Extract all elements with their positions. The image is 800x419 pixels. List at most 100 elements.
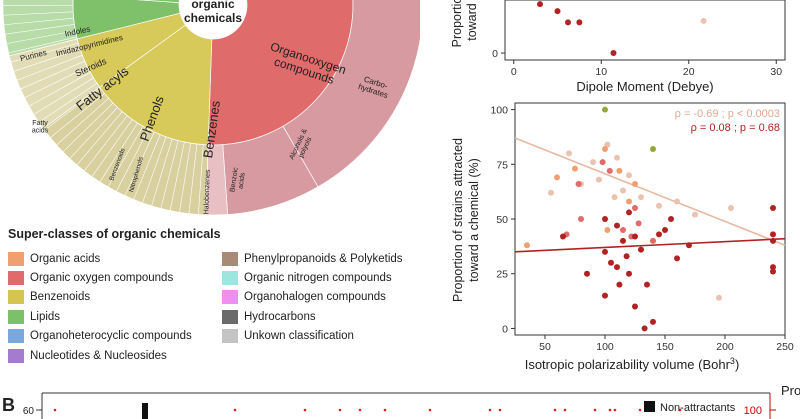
polar-point xyxy=(716,294,722,301)
dipole-plot-frame xyxy=(504,0,786,61)
polar-x-axis-label-text: Isotropic polarizability volume (Bohr xyxy=(525,357,731,372)
dipole-y-tick-label: 0 xyxy=(492,48,498,60)
dipole-point xyxy=(576,19,583,26)
wedge-separator xyxy=(116,129,149,192)
dipole-moment-chart: 0 10 20 30 0 Dipole Moment (Debye) Proporti… xyxy=(450,0,786,94)
polar-point xyxy=(656,202,662,209)
legend-item: Organic acids xyxy=(8,249,192,268)
panel-b-dot xyxy=(488,408,492,412)
polar-point xyxy=(604,141,611,148)
wedge-fatty-acids xyxy=(2,0,78,57)
polar-x-tick-label: 250 xyxy=(776,341,794,353)
legend-swatch xyxy=(8,348,24,363)
polar-point xyxy=(572,165,578,172)
polar-plot-frame xyxy=(514,102,786,336)
sunburst-wedges xyxy=(2,0,420,216)
legend-swatch xyxy=(222,329,238,344)
legend-swatch xyxy=(222,251,238,266)
wedge-separator xyxy=(133,134,161,200)
panel-b-dot xyxy=(678,408,682,412)
polar-point xyxy=(650,145,656,152)
polar-y-axis-label-line-1: Proportion of strains attracted xyxy=(451,138,465,302)
panel-b-dot xyxy=(638,408,642,412)
wedge-separator xyxy=(107,126,144,188)
legend-swatch xyxy=(222,271,238,286)
polar-point xyxy=(590,159,596,166)
wedge-carbohydrates xyxy=(282,0,420,188)
dipole-y-ticks: 0 xyxy=(492,48,505,60)
legend-item: Organic oxygen compounds xyxy=(8,268,192,287)
polar-x-ticks: 50 100 150 200 250 xyxy=(539,335,794,353)
polar-point xyxy=(611,194,618,201)
non-attractants-legend-swatch xyxy=(644,401,655,412)
center-label-line-1: organic xyxy=(191,0,235,11)
polar-point xyxy=(674,255,680,262)
center-label-line-2: chemicals xyxy=(184,11,242,25)
wedge-separator xyxy=(69,107,118,159)
polar-point xyxy=(620,187,626,194)
label-benzoic-acids-line: acids xyxy=(238,172,247,190)
legend-label: Nucleotides & Nucleosides xyxy=(30,349,167,362)
legend-label: Organic nitrogen compounds xyxy=(244,272,392,285)
polar-point xyxy=(599,159,606,166)
panel-b-bar xyxy=(142,403,148,419)
polar-point xyxy=(602,248,608,255)
legend-item: Organohalogen compounds xyxy=(222,288,403,307)
panel-b-dot xyxy=(608,408,612,412)
polar-point xyxy=(662,226,668,233)
polar-y-tick-label: 50 xyxy=(496,214,508,226)
panel-b-dot xyxy=(593,408,597,412)
legend-swatch xyxy=(8,329,24,344)
polar-x-tick-label: 50 xyxy=(539,341,551,353)
wedge-separator xyxy=(142,136,167,203)
polar-point xyxy=(578,216,584,222)
wedge-separator xyxy=(124,131,155,196)
dipole-x-tick-label: 10 xyxy=(595,66,607,78)
sunburst-center xyxy=(179,0,247,39)
dipole-y-axis-label-line-2: toward xyxy=(465,3,479,41)
dipole-x-tick-label: 0 xyxy=(511,66,517,78)
legend-item: Nucleotides & Nucleosides xyxy=(8,346,192,365)
panel-b-y-tick-label: 60 xyxy=(23,406,35,417)
polar-y-tick-label: 0 xyxy=(502,323,508,335)
wedge-separator xyxy=(76,111,123,166)
wedge-separator xyxy=(8,36,77,54)
polar-x-tick-label: 100 xyxy=(596,341,614,353)
annotation-rho-light: ρ = -0.69 ; p < 0.0003 xyxy=(675,108,780,120)
polar-y-ticks: 0 25 50 75 100 xyxy=(490,105,515,335)
dipole-y-axis-label-line-1: Proportio xyxy=(450,0,464,47)
wedge-separator xyxy=(44,88,101,131)
polar-point xyxy=(614,264,620,271)
polar-point xyxy=(575,180,582,187)
dipole-point xyxy=(554,8,561,15)
panel-b-dot xyxy=(498,408,502,412)
polar-point xyxy=(674,198,680,205)
wedge-separator xyxy=(10,42,79,63)
polar-point xyxy=(566,150,572,157)
legend-item: Organic nitrogen compounds xyxy=(222,268,403,287)
polar-point xyxy=(548,189,554,196)
dipole-x-ticks: 0 10 20 30 xyxy=(511,60,782,78)
wedge-separator xyxy=(38,83,98,123)
polar-point xyxy=(616,281,623,288)
polar-point xyxy=(668,216,674,222)
polar-point xyxy=(584,270,590,277)
annotation-rho-dark: ρ = 0.08 ; p = 0.68 xyxy=(691,122,780,134)
polar-y-axis-label-line-2: toward a chemical (%) xyxy=(467,158,481,282)
legend-label: Benzenoids xyxy=(30,291,91,304)
legend-item: Benzenoids xyxy=(8,288,192,307)
polar-fit-lines xyxy=(514,137,786,253)
polar-point xyxy=(632,205,638,212)
dipole-x-axis-label: Dipole Moment (Debye) xyxy=(576,79,713,94)
wedge-separator xyxy=(91,119,133,177)
label-fatty-acids-line: acids xyxy=(32,128,49,135)
panel-b: B 60 100 Pro Non-attractants xyxy=(2,383,800,419)
polar-point xyxy=(602,145,608,152)
polar-point xyxy=(606,167,613,174)
polar-point xyxy=(650,318,656,325)
legend-swatch xyxy=(8,251,24,266)
polar-point xyxy=(623,253,630,260)
polar-y-tick-label: 100 xyxy=(490,105,508,117)
polar-point xyxy=(626,172,632,179)
